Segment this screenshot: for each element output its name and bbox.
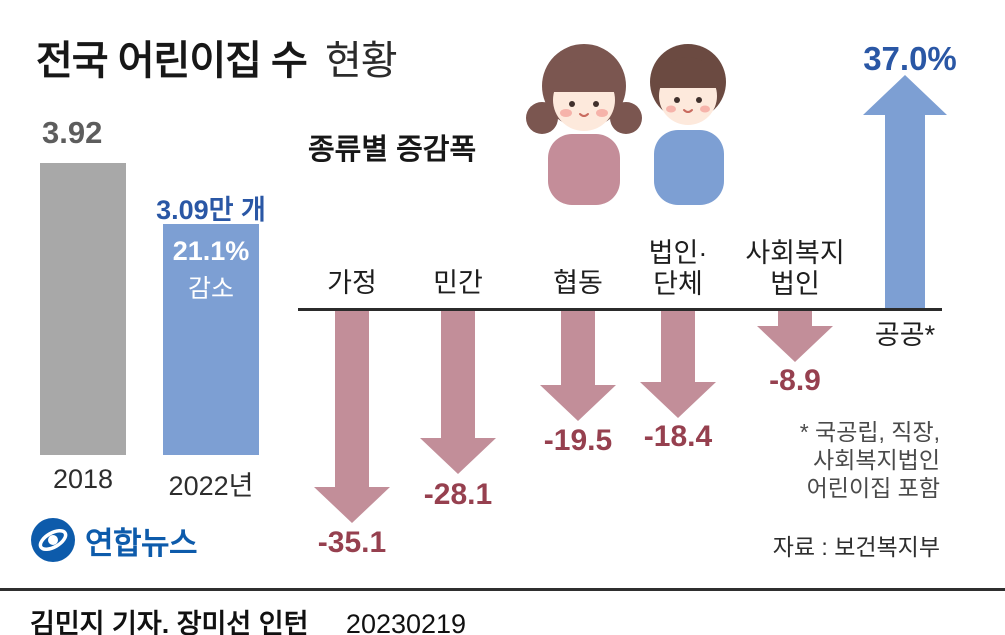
children-illustration [526,44,726,205]
category-label-public: 공공* [874,320,936,350]
publish-date: 20230219 [345,609,467,635]
decrease-percent: 21.1% [172,236,250,266]
bar-2018-value-label: 3.92 [42,115,103,150]
down-arrow-corporate [640,311,716,418]
section-subtitle: 종류별 증감폭 [308,134,477,166]
logo-text: 연합뉴스 [85,525,198,561]
value-coop: -19.5 [543,424,613,457]
yonhap-logo: 연합뉴스 [30,517,198,563]
category-label-coop: 협동 [553,268,603,298]
page-title: 전국 어린이집 수 현황 [36,28,398,86]
value-public: 37.0% [863,40,957,77]
title-main: 전국 어린이집 수 [36,39,308,83]
category-label-home: 가정 [327,268,377,298]
down-arrow-welfare [757,311,833,362]
value-private: -28.1 [423,478,493,511]
down-arrow-private [420,311,496,474]
axis-label-2018: 2018 [52,464,114,494]
category-label-corporate: 법인· 단체 [648,238,708,299]
value-corporate: -18.4 [643,420,713,453]
value-welfare: -8.9 [769,364,821,397]
yonhap-logo-icon [31,518,75,562]
reporter-credit: 김민지 기자. 장미선 인턴 [30,609,309,635]
up-arrow-public [863,75,947,308]
bar-2022-value-label: 3.09만 개 [156,195,266,225]
bar-2022: 21.1% 감소 [163,224,259,455]
title-sub: 현황 [324,39,398,83]
byline: 김민지 기자. 장미선 인턴 20230219 [30,602,466,635]
bar-2018 [40,163,126,455]
decrease-word: 감소 [187,275,234,303]
down-arrow-coop [540,311,616,421]
value-home: -35.1 [317,526,387,559]
down-arrow-home [314,311,390,523]
axis-label-2022: 2022년 [168,471,254,501]
footnote: * 국공립, 직장, 사회복지법인 어린이집 포함 [799,419,940,501]
source-credit: 자료 : 보건복지부 [772,534,940,560]
footer-divider [0,588,1005,591]
axis-line [298,308,942,311]
category-label-private: 민간 [433,268,483,298]
category-label-welfare: 사회복지 법인 [745,238,845,299]
